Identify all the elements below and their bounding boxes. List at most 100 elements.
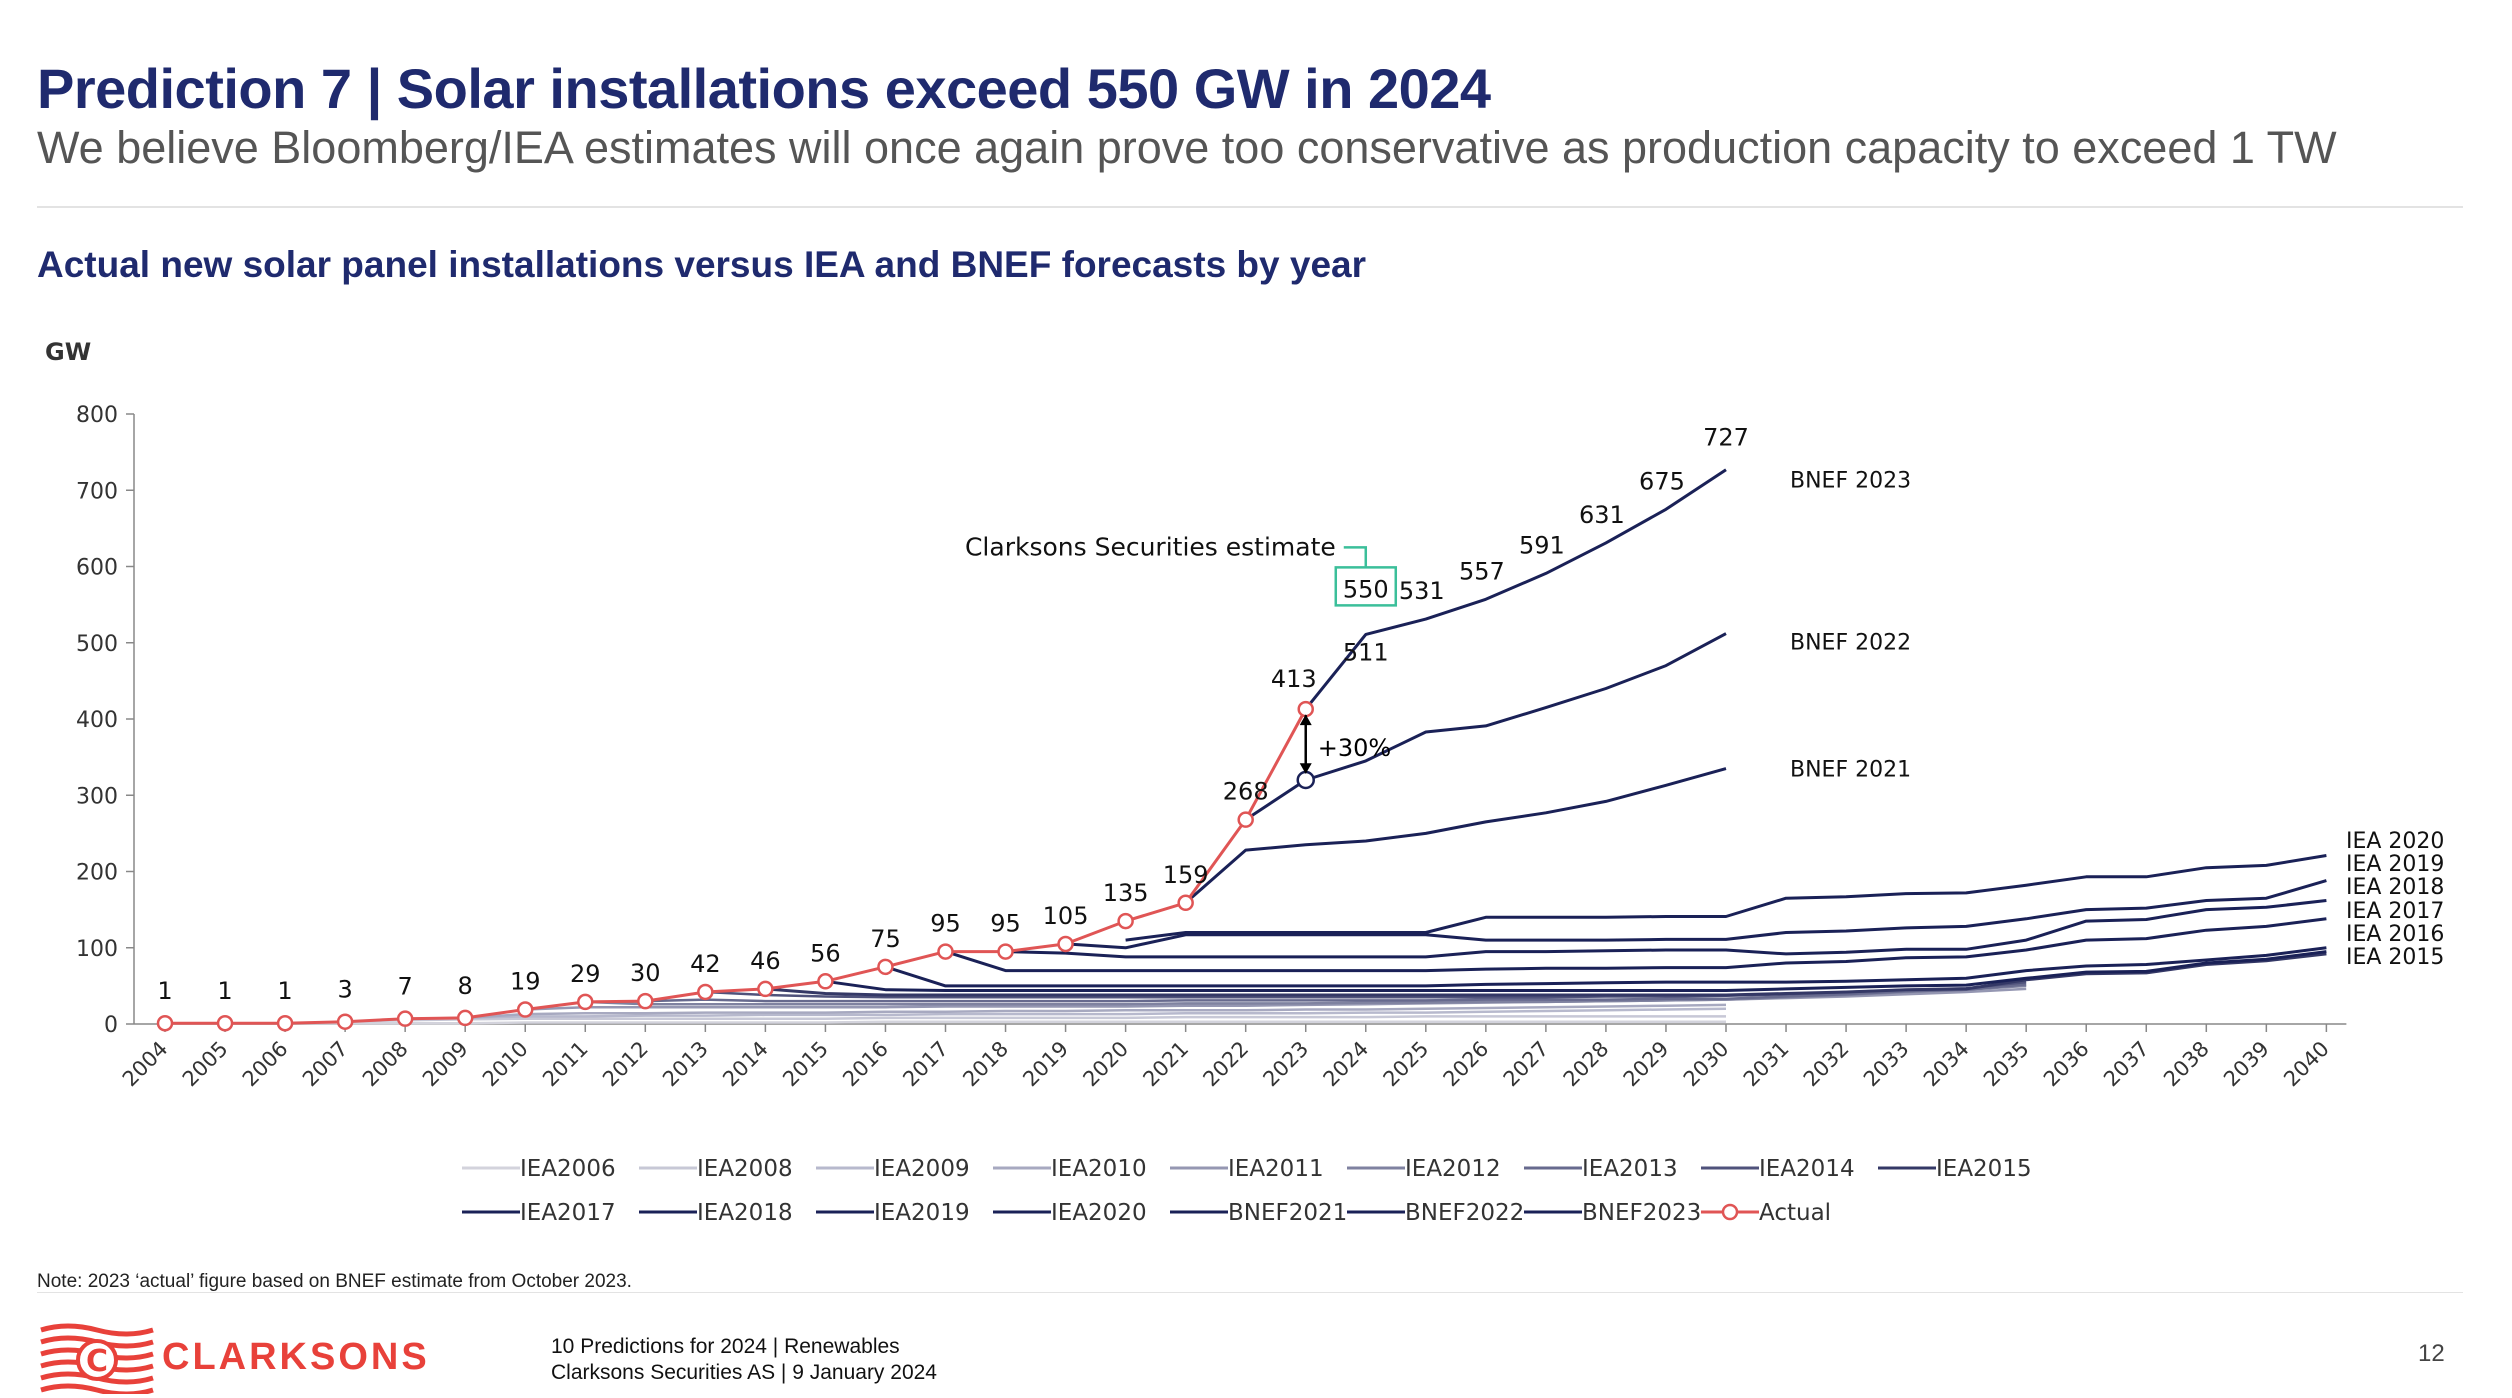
estimate-connector (1343, 546, 1368, 568)
footnote: Note: 2023 ‘actual’ figure based on BNEF… (37, 1271, 632, 1292)
data-label: 29 (570, 960, 601, 988)
brand-name: CLARKSONS (162, 1336, 430, 1378)
actual-point (877, 958, 894, 976)
x-tick-label: 2019 (1018, 1037, 1073, 1092)
y-tick-label: 0 (104, 1013, 118, 1038)
actual-point (697, 983, 714, 1001)
header-divider (37, 206, 2463, 208)
series-line-bnef2023 (1244, 632, 1727, 821)
footer-line-2: Clarksons Securities AS | 9 January 2024 (551, 1361, 937, 1384)
legend-label: Actual (1759, 1200, 1831, 1226)
actual-point (1237, 811, 1254, 828)
data-label: 135 (1103, 879, 1149, 907)
y-axis-label: GW (45, 338, 91, 366)
x-tick-label: 2024 (1319, 1037, 1374, 1092)
data-label: 95 (930, 910, 961, 938)
y-tick-label: 700 (76, 479, 118, 504)
x-tick-label: 2005 (178, 1037, 233, 1092)
legend-label: IEA2015 (1936, 1156, 2032, 1182)
x-tick-label: 2039 (2219, 1037, 2274, 1092)
data-label: 631 (1579, 501, 1625, 529)
svg-text:C: C (86, 1344, 108, 1379)
estimate-label: Clarksons Securities estimate (965, 532, 1336, 561)
x-tick-label: 2017 (898, 1037, 953, 1092)
actual-point (1177, 894, 1194, 912)
legend-label: BNEF2022 (1405, 1200, 1524, 1226)
gap-arrow-head-up (1299, 714, 1312, 726)
x-tick-label: 2010 (478, 1037, 533, 1092)
page-number: 12 (2418, 1340, 2445, 1367)
x-tick-label: 2016 (838, 1037, 893, 1092)
series-end-label: IEA 2015 (2346, 945, 2444, 970)
data-label: 1 (217, 977, 232, 1005)
x-tick-label: 2029 (1619, 1037, 1674, 1092)
series-end-label: IEA 2016 (2346, 922, 2444, 947)
series-line-actual (165, 708, 1308, 1025)
legend-label: BNEF2023 (1582, 1200, 1701, 1226)
actual-point (817, 973, 834, 990)
data-label: 42 (690, 950, 721, 978)
series-line-iea2008 (345, 1015, 1726, 1023)
y-tick-label: 400 (76, 708, 118, 733)
actual-point (216, 1014, 234, 1032)
actual-point (757, 980, 774, 998)
actual-point (156, 1014, 174, 1032)
series-line-iea2018 (945, 917, 2327, 973)
legend-label: IEA2006 (520, 1156, 616, 1182)
data-label: 8 (458, 972, 473, 1000)
x-tick-label: 2006 (238, 1037, 293, 1092)
data-label: 19 (510, 968, 541, 996)
y-tick-label: 300 (76, 784, 118, 809)
legend-label: IEA2014 (1759, 1156, 1855, 1182)
data-label: 105 (1043, 902, 1089, 930)
x-tick-label: 2032 (1799, 1037, 1854, 1092)
actual-point (276, 1014, 294, 1032)
data-label: 727 (1703, 424, 1749, 452)
data-label: 56 (810, 939, 841, 967)
data-label: 30 (630, 959, 661, 987)
estimate-value: 550 (1343, 575, 1389, 603)
data-label: 413 (1271, 665, 1317, 693)
x-tick-label: 2021 (1138, 1037, 1193, 1092)
bnef-2023-estimate-point (1296, 770, 1315, 790)
x-tick-label: 2011 (538, 1037, 593, 1092)
legend-label: IEA2011 (1228, 1156, 1324, 1182)
data-label: 268 (1223, 778, 1269, 806)
legend-label: IEA2013 (1582, 1156, 1678, 1182)
data-label: 7 (398, 973, 413, 1001)
data-label: 3 (337, 976, 352, 1004)
legend-label: IEA2010 (1051, 1156, 1147, 1182)
x-tick-label: 2028 (1559, 1037, 1614, 1092)
x-tick-label: 2004 (118, 1037, 173, 1092)
actual-point (456, 1009, 474, 1027)
actual-point (637, 992, 654, 1010)
legend-label: IEA2009 (874, 1156, 970, 1182)
series-line-iea2016 (825, 950, 2327, 992)
series-line-iea2020 (1065, 879, 2327, 950)
data-label: 675 (1639, 467, 1685, 495)
footer-line-1: 10 Predictions for 2024 | Renewables (551, 1335, 900, 1358)
x-tick-label: 2013 (658, 1037, 713, 1092)
actual-point (577, 993, 594, 1011)
page-subtitle: We believe Bloomberg/IEA estimates will … (37, 122, 2337, 173)
y-tick-label: 500 (76, 632, 118, 657)
footer-info: 10 Predictions for 2024 | Renewables Cla… (551, 1334, 937, 1386)
x-tick-label: 2036 (2039, 1037, 2094, 1092)
actual-point (997, 943, 1014, 960)
x-tick-label: 2009 (418, 1037, 473, 1092)
series-line-bnef2021 (1125, 854, 2327, 942)
x-tick-label: 2040 (2279, 1037, 2334, 1092)
legend-marker (1721, 1203, 1739, 1221)
data-label: 95 (990, 910, 1021, 938)
actual-point (516, 1001, 534, 1018)
series-line-iea2015 (765, 952, 2327, 997)
x-tick-label: 2014 (718, 1037, 773, 1092)
chart-title: Actual new solar panel installations ver… (37, 244, 1367, 285)
clarksons-logo-icon: C (40, 1323, 154, 1394)
legend-label: IEA2019 (874, 1200, 970, 1226)
series-line-iea2013 (645, 983, 2027, 1003)
legend-label: BNEF2021 (1228, 1200, 1347, 1226)
x-tick-label: 2012 (598, 1037, 653, 1092)
actual-point (396, 1010, 414, 1027)
data-label: 1 (157, 977, 172, 1005)
